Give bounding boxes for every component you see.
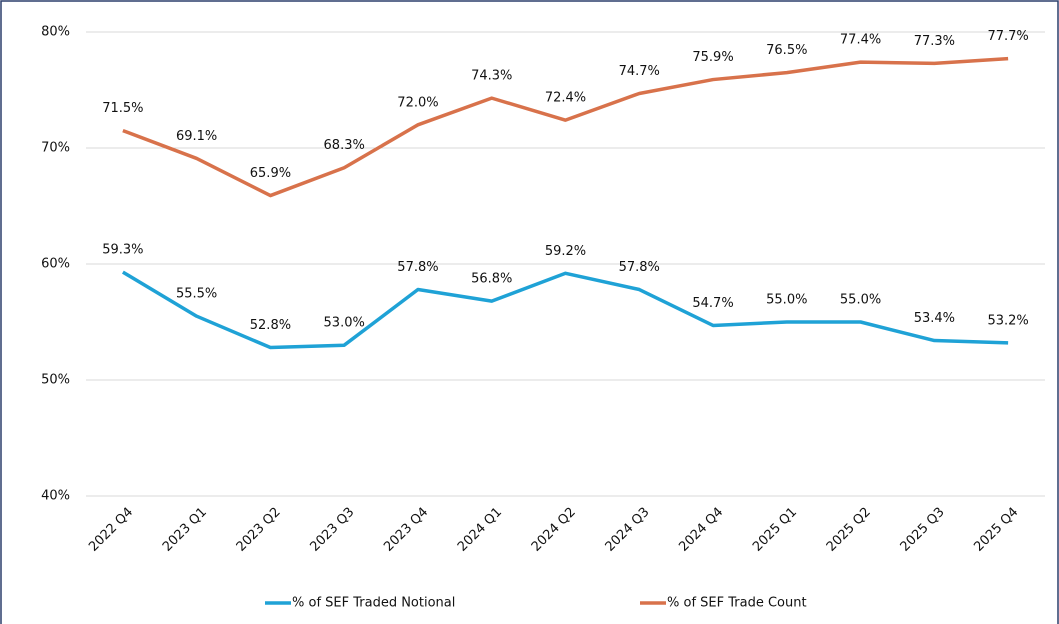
data-label: 55.0%	[840, 293, 881, 308]
data-label: 53.4%	[914, 311, 955, 326]
data-label: 69.1%	[176, 129, 217, 144]
y-tick-label: 50%	[41, 373, 70, 388]
x-tick-label: 2025 Q4	[971, 505, 1021, 555]
data-label: 77.7%	[987, 29, 1028, 44]
data-label: 53.2%	[987, 313, 1028, 328]
data-label: 71.5%	[102, 101, 143, 116]
data-label: 59.3%	[102, 243, 143, 258]
data-label: 56.8%	[471, 272, 512, 287]
data-label: 75.9%	[692, 50, 733, 65]
x-tick-label: 2024 Q2	[529, 505, 579, 555]
x-tick-label: 2022 Q4	[86, 505, 136, 555]
y-tick-label: 40%	[41, 489, 70, 504]
data-label: 72.0%	[397, 95, 438, 110]
data-label: 65.9%	[250, 166, 291, 181]
x-tick-label: 2023 Q1	[160, 505, 210, 555]
x-tick-label: 2025 Q1	[750, 505, 800, 555]
x-tick-label: 2024 Q4	[676, 505, 726, 555]
y-tick-label: 60%	[41, 257, 70, 272]
data-label: 52.8%	[250, 318, 291, 333]
data-label: 74.7%	[619, 64, 660, 79]
y-tick-label: 80%	[41, 25, 70, 40]
x-tick-label: 2025 Q2	[824, 505, 874, 555]
data-label: 77.4%	[840, 33, 881, 48]
x-tick-label: 2023 Q3	[307, 505, 357, 555]
data-label: 57.8%	[619, 260, 660, 275]
data-label: 55.5%	[176, 287, 217, 302]
data-label: 55.0%	[766, 293, 807, 308]
x-tick-label: 2024 Q3	[603, 505, 653, 555]
data-label: 77.3%	[914, 34, 955, 49]
x-tick-label: 2025 Q3	[898, 505, 948, 555]
data-label: 57.8%	[397, 260, 438, 275]
data-label: 68.3%	[324, 138, 365, 153]
data-label: 74.3%	[471, 69, 512, 84]
x-tick-label: 2023 Q4	[381, 505, 431, 555]
data-label: 72.4%	[545, 91, 586, 106]
data-label: 76.5%	[766, 43, 807, 58]
series-line	[122, 56, 1009, 198]
legend-label: % of SEF Traded Notional	[292, 596, 455, 611]
x-tick-label: 2023 Q2	[234, 505, 284, 555]
data-label: 54.7%	[692, 296, 733, 311]
data-label: 53.0%	[324, 316, 365, 331]
legend-label: % of SEF Trade Count	[667, 596, 807, 611]
x-tick-label: 2024 Q1	[455, 505, 505, 555]
data-label: 59.2%	[545, 244, 586, 259]
y-tick-label: 70%	[41, 141, 70, 156]
series-line	[121, 270, 1009, 350]
